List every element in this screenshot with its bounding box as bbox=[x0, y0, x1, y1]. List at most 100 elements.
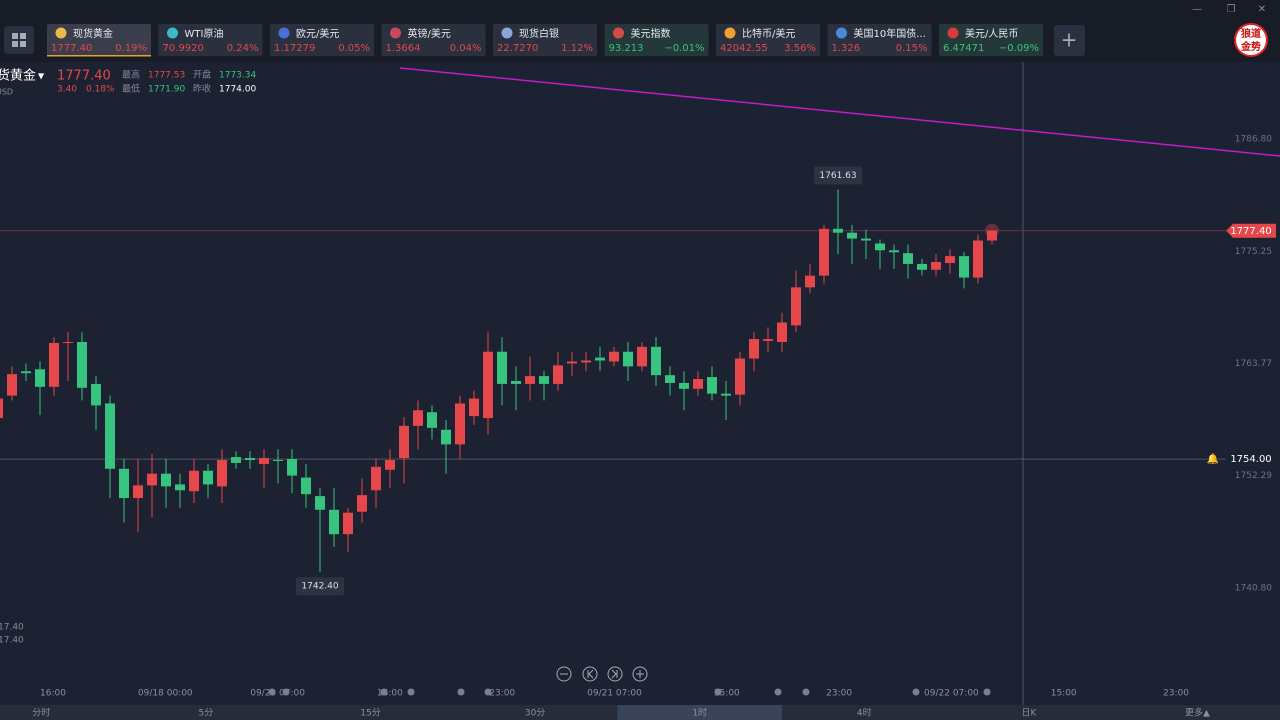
candle-body bbox=[525, 376, 535, 384]
menu-button[interactable] bbox=[4, 26, 34, 54]
chart-area bbox=[0, 62, 1280, 705]
candle-body bbox=[231, 457, 241, 463]
time-label: 16:00 bbox=[40, 689, 66, 699]
alert-bell[interactable]: 🔔 bbox=[1207, 453, 1219, 465]
crosshair-label: 1754.00 bbox=[1230, 454, 1271, 465]
left-axis-label: 17.40 bbox=[0, 636, 24, 646]
ticker[interactable] bbox=[381, 24, 486, 56]
candle-body bbox=[959, 256, 969, 278]
ticker-name: 美元指数 bbox=[631, 27, 671, 40]
event-dot[interactable] bbox=[407, 688, 415, 696]
candle-body bbox=[203, 470, 213, 485]
candle-body bbox=[609, 351, 619, 362]
ticker-change: 0.19% bbox=[115, 43, 147, 54]
minimize[interactable]: — bbox=[1192, 4, 1202, 15]
candle-body bbox=[833, 228, 843, 233]
period-tab[interactable]: 更多▲ bbox=[1185, 707, 1210, 719]
candle-body bbox=[399, 425, 409, 459]
stat-value: 1774.00 bbox=[219, 85, 256, 95]
candle-body bbox=[35, 369, 45, 387]
candle-body bbox=[679, 382, 689, 389]
ticker-icon bbox=[390, 27, 401, 39]
candle-body bbox=[119, 468, 129, 499]
extreme-label: 1742.40 bbox=[301, 582, 338, 592]
time-label: 16:00 bbox=[377, 689, 403, 699]
event-dot[interactable] bbox=[268, 688, 276, 696]
period-tab[interactable]: 4时 bbox=[857, 707, 872, 719]
candle-body bbox=[469, 398, 479, 417]
extreme-tag bbox=[814, 166, 862, 185]
ticker-name: 美元/人民币 bbox=[965, 27, 1018, 40]
time-label: 09/20 07:00 bbox=[250, 689, 305, 699]
period-tab[interactable]: 5分 bbox=[199, 708, 214, 719]
period-tab[interactable]: 30分 bbox=[525, 708, 545, 719]
candle-body bbox=[413, 410, 423, 426]
ticker-name: 现货黄金 bbox=[73, 27, 113, 40]
candle-body bbox=[945, 256, 955, 263]
extreme-label: 1761.63 bbox=[819, 171, 856, 181]
event-dot[interactable] bbox=[714, 688, 722, 696]
event-dot[interactable] bbox=[380, 688, 388, 696]
price-tick-label: 1752.29 bbox=[1235, 471, 1272, 481]
candle-body bbox=[77, 341, 87, 388]
restore[interactable]: ❐ bbox=[1227, 4, 1236, 15]
candle-body bbox=[805, 275, 815, 288]
last-price-label: 1777.40 bbox=[1230, 226, 1271, 237]
candle-body bbox=[217, 460, 227, 487]
ticker-icon bbox=[947, 27, 959, 39]
candle-body bbox=[161, 473, 171, 487]
ticker-change: 1.12% bbox=[561, 43, 593, 54]
candle-body bbox=[259, 458, 269, 464]
candle-body bbox=[427, 412, 437, 428]
time-label: 09/18 00:00 bbox=[138, 689, 193, 699]
ticker[interactable] bbox=[716, 24, 820, 56]
ticker[interactable] bbox=[270, 24, 374, 56]
candle-body bbox=[875, 243, 885, 251]
event-dot[interactable] bbox=[912, 688, 920, 696]
crosshair-tag bbox=[1226, 452, 1276, 467]
candle-body bbox=[343, 512, 353, 535]
ticker-icon bbox=[724, 27, 736, 39]
trend-line bbox=[399, 67, 1280, 157]
change: 3.40 bbox=[57, 85, 77, 95]
candle-body bbox=[301, 477, 311, 495]
event-dot[interactable] bbox=[282, 688, 290, 696]
event-dot[interactable] bbox=[774, 688, 782, 696]
zoom-out[interactable] bbox=[556, 666, 572, 682]
period-tab[interactable]: 日K bbox=[1021, 708, 1037, 719]
logo-text: 金势 bbox=[1240, 40, 1261, 53]
period-tab[interactable]: 15分 bbox=[360, 708, 380, 719]
ticker-name: 美国10年国债... bbox=[854, 27, 926, 40]
ticker[interactable] bbox=[939, 24, 1043, 56]
event-dot[interactable] bbox=[484, 688, 492, 696]
step-back[interactable] bbox=[582, 666, 598, 682]
candle-body bbox=[847, 232, 857, 239]
menu-icon bbox=[12, 33, 26, 47]
event-dot[interactable] bbox=[802, 688, 810, 696]
ticker-icon bbox=[55, 27, 67, 39]
ticker-change: 0.24% bbox=[227, 43, 259, 54]
ticker[interactable] bbox=[493, 24, 597, 56]
step-forward[interactable] bbox=[607, 666, 623, 682]
add-button[interactable] bbox=[1054, 25, 1085, 56]
candle-body bbox=[735, 358, 745, 395]
logo-text: 狼道 bbox=[1240, 27, 1261, 40]
candle-body bbox=[553, 365, 563, 384]
ticker-price: 22.7270 bbox=[497, 43, 538, 54]
ticker-price: 70.9920 bbox=[163, 43, 204, 54]
close[interactable]: ✕ bbox=[1258, 4, 1266, 15]
ticker[interactable] bbox=[47, 24, 151, 56]
event-dot[interactable] bbox=[983, 688, 991, 696]
period-tab[interactable]: 分时 bbox=[32, 707, 50, 719]
event-dot[interactable] bbox=[457, 688, 465, 696]
zoom-in[interactable] bbox=[632, 666, 648, 682]
period-tab[interactable]: 1时 bbox=[692, 707, 707, 719]
ticker[interactable] bbox=[158, 24, 263, 56]
price-tick-label: 1740.80 bbox=[1235, 583, 1272, 593]
logo[interactable] bbox=[1234, 23, 1268, 57]
stat-label: 最高 bbox=[122, 69, 140, 81]
ticker-change: 3.56% bbox=[784, 43, 816, 54]
ticker[interactable] bbox=[827, 24, 932, 56]
ticker[interactable] bbox=[604, 24, 709, 56]
candle-body bbox=[7, 374, 17, 396]
